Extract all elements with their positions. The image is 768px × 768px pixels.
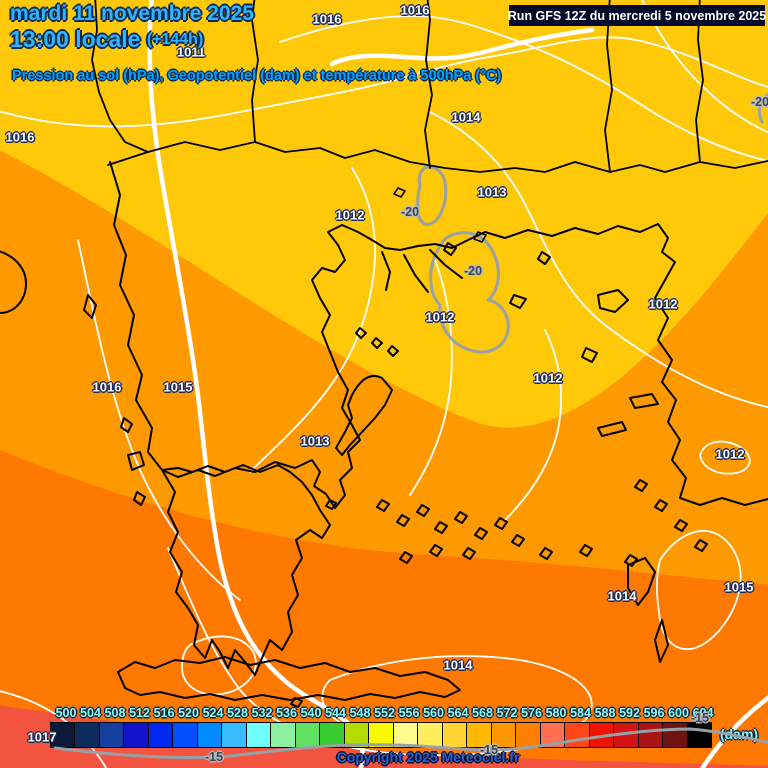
scale-tick-label: 588 (594, 706, 616, 720)
pressure-label: 1011 (176, 44, 206, 60)
scale-tick-label: 556 (398, 706, 420, 720)
forecast-offset: (+144h) (146, 31, 204, 48)
scale-tick-label: 568 (472, 706, 493, 720)
scale-cell-524 (197, 723, 223, 747)
scale-cell-560 (418, 723, 443, 747)
temperature-label: -20 (750, 95, 768, 109)
scale-cell-556 (393, 723, 419, 747)
pressure-label: 1013 (300, 433, 330, 449)
scale-cell-576 (516, 723, 541, 747)
scale-tick-label: 528 (227, 706, 248, 720)
scale-tick-label: 520 (178, 706, 199, 720)
scale-cell-536 (271, 723, 296, 747)
scale-tick-label: 596 (643, 706, 665, 720)
scale-unit-label: (dam) (719, 726, 759, 742)
color-scale-bar (50, 722, 712, 748)
scale-tick-label: 548 (349, 706, 371, 720)
scale-cell-504 (75, 723, 100, 747)
pressure-label: 1012 (533, 370, 563, 386)
scale-tick-label: 500 (55, 706, 77, 720)
scale-cell-508 (99, 723, 125, 747)
forecast-time-text: 13:00 locale (10, 26, 141, 52)
scale-cell-588 (589, 723, 615, 747)
pressure-label: 1015 (163, 379, 193, 395)
pressure-label: 1014 (443, 657, 473, 673)
pressure-label: 1016 (400, 2, 430, 18)
scale-cell-584 (565, 723, 590, 747)
scale-tick-label: 532 (251, 706, 273, 720)
scale-cell-580 (540, 723, 566, 747)
scale-tick-label: 592 (619, 706, 640, 720)
scale-cell-520 (173, 723, 198, 747)
pressure-label: 1017 (27, 729, 57, 745)
scale-tick-label: 524 (202, 706, 224, 720)
temperature-label: -20 (463, 264, 483, 278)
scale-tick-label: 572 (496, 706, 518, 720)
scale-tick-label: 504 (80, 706, 101, 720)
scale-tick-label: 576 (521, 706, 542, 720)
scale-cell-544 (320, 723, 345, 747)
scale-cell-600 (663, 723, 688, 747)
run-info-text: Run GFS 12Z du mercredi 5 novembre 2025 (507, 8, 767, 23)
pressure-label: 1015 (724, 579, 754, 595)
scale-tick-label: 512 (129, 706, 150, 720)
pressure-label: 1016 (5, 129, 35, 145)
pressure-label: 1013 (477, 184, 507, 200)
temperature-label: -15 (479, 743, 499, 757)
pressure-label: 1014 (451, 109, 481, 125)
scale-tick-label: 580 (545, 706, 567, 720)
scale-cell-540 (295, 723, 321, 747)
scale-cell-604 (687, 723, 712, 747)
pressure-label: 1012 (648, 296, 678, 312)
scale-cell-532 (246, 723, 272, 747)
scale-cell-512 (124, 723, 149, 747)
pressure-label: 1016 (312, 11, 342, 27)
pressure-label: 1012 (715, 446, 745, 462)
scale-tick-label: 560 (423, 706, 444, 720)
scale-tick-label: 584 (570, 706, 591, 720)
scale-tick-label: 544 (325, 706, 346, 720)
forecast-time: 13:00 locale (+144h) (10, 26, 203, 53)
scale-tick-label: 540 (300, 706, 322, 720)
scale-cell-552 (369, 723, 394, 747)
scale-tick-label: 552 (374, 706, 395, 720)
scale-tick-label: 508 (104, 706, 126, 720)
scale-cell-592 (614, 723, 639, 747)
pressure-label: 1012 (425, 309, 455, 325)
temperature-label: -15 (690, 711, 710, 725)
scale-cell-516 (148, 723, 174, 747)
map-subtitle: Pression au sol (hPa), Geopotentiel (dam… (12, 68, 502, 84)
coastlines (0, 0, 768, 708)
scale-tick-label: 564 (447, 706, 469, 720)
scale-cell-528 (222, 723, 247, 747)
temperature-label: -15 (204, 750, 224, 764)
scale-cell-548 (344, 723, 370, 747)
scale-tick-label: 600 (668, 706, 689, 720)
pressure-label: 1014 (607, 588, 637, 604)
scale-cell-564 (442, 723, 468, 747)
forecast-date: mardi 11 novembre 2025 (10, 2, 254, 25)
scale-cell-596 (638, 723, 664, 747)
scale-tick-label: 536 (276, 706, 297, 720)
temperature-label: -20 (400, 205, 420, 219)
scale-tick-label: 516 (153, 706, 175, 720)
pressure-label: 1016 (92, 379, 122, 395)
pressure-label: 1012 (335, 207, 365, 223)
scale-tick-label: 604 (692, 706, 714, 720)
run-info-box: Run GFS 12Z du mercredi 5 novembre 2025 (507, 5, 767, 26)
